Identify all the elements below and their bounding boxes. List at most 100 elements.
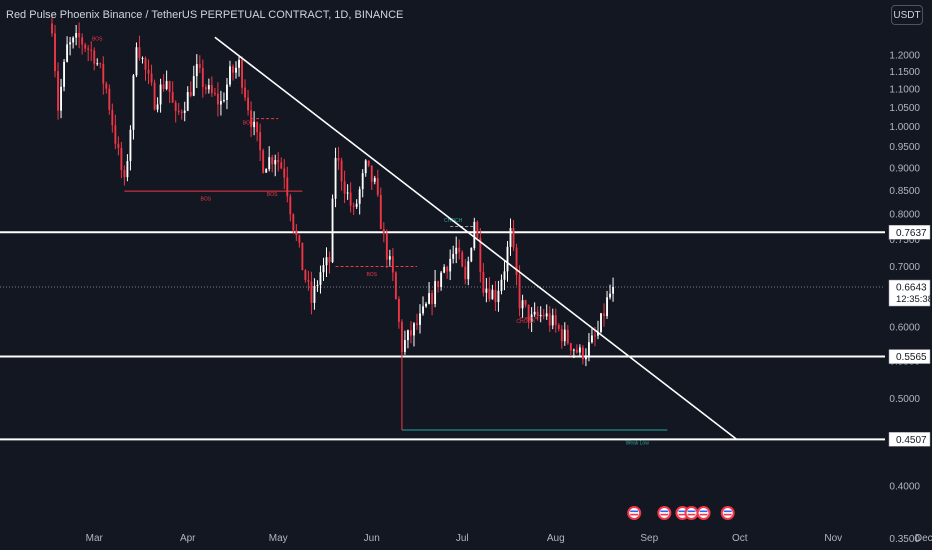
candle-body <box>431 293 434 304</box>
candle-body <box>120 147 123 170</box>
candle-body <box>319 272 322 285</box>
candle-body <box>403 340 406 353</box>
candle-body <box>581 347 584 360</box>
candle-body <box>352 205 355 207</box>
candle-body <box>609 293 611 298</box>
candle-body <box>578 347 581 353</box>
candle-body <box>603 313 605 317</box>
candle-body <box>75 33 78 38</box>
y-tick-label: 1.1000 <box>889 85 920 96</box>
candle-body <box>497 290 500 303</box>
candle-body <box>268 157 271 170</box>
candle-body <box>506 246 509 272</box>
candle-body <box>364 160 367 174</box>
candle-body <box>416 323 418 325</box>
price-tag <box>888 432 931 447</box>
candle-body <box>280 162 283 169</box>
candle-body <box>325 257 328 266</box>
candle-body <box>235 67 237 73</box>
candle-body <box>512 227 515 248</box>
trendline-layer <box>214 36 738 440</box>
candle-body <box>277 160 280 163</box>
candle-body <box>340 160 343 182</box>
candle-body <box>464 266 467 280</box>
annotation-label: CHOCH <box>516 319 535 325</box>
candle-body <box>162 84 165 89</box>
y-tick-label: 1.0500 <box>889 103 920 114</box>
candle-body <box>126 160 129 178</box>
candle-body <box>256 121 259 133</box>
candle-body <box>168 80 171 93</box>
candle-body <box>84 44 87 49</box>
candle-body <box>219 100 222 105</box>
y-tick-label: 0.9500 <box>889 142 920 153</box>
y-tick-label: 1.0000 <box>889 122 920 133</box>
candle-body <box>361 173 364 190</box>
candle-body <box>247 97 250 111</box>
candle-body <box>575 349 578 353</box>
candle-body <box>138 47 141 59</box>
y-tick-label: 0.4000 <box>889 482 920 493</box>
candle-body <box>503 271 506 280</box>
annotation-label: BOS <box>243 120 254 126</box>
candle-body <box>102 64 105 84</box>
candle-body <box>413 323 415 336</box>
candle-body <box>485 288 488 293</box>
currency-button[interactable]: USDT <box>891 5 923 25</box>
candle-body <box>358 189 361 204</box>
candle-body <box>425 303 427 307</box>
candle-body <box>548 313 551 326</box>
x-tick-label: May <box>269 533 288 544</box>
candle-body <box>488 288 491 300</box>
candle-body <box>606 297 608 317</box>
candle-body <box>515 247 518 276</box>
candle-body <box>304 270 307 280</box>
candle-body <box>376 177 379 195</box>
candle-body <box>322 265 325 273</box>
candle-body <box>349 192 352 206</box>
candle-body <box>584 355 587 360</box>
candle-body <box>397 299 400 322</box>
candle-body <box>563 329 566 342</box>
candle-body <box>274 160 277 165</box>
candle-body <box>195 64 198 77</box>
candle-body <box>81 37 84 45</box>
candle-body <box>394 272 397 300</box>
annotation-label: BOS <box>366 272 377 278</box>
candle-body <box>63 61 66 87</box>
event-markers <box>627 506 735 520</box>
candle-body <box>283 168 286 178</box>
candle-body <box>57 71 59 111</box>
candle-body <box>129 129 132 161</box>
candle-body <box>328 257 331 263</box>
horizontal-levels <box>0 231 885 441</box>
candle-body <box>566 329 569 344</box>
candle-body <box>96 63 99 65</box>
candle-body <box>343 181 346 194</box>
candle-body <box>226 84 228 100</box>
candle-body <box>419 313 421 325</box>
candle-body <box>108 88 111 110</box>
price-tag-value: 0.7637 <box>896 228 927 239</box>
symbol-title: Red Pulse Phoenix Binance / TetherUS PER… <box>6 9 404 21</box>
candle-body <box>479 237 482 273</box>
candle-body <box>331 198 334 263</box>
annotation-label: BOS <box>201 197 212 203</box>
candle-body <box>542 314 545 317</box>
candle-body <box>156 104 159 110</box>
candle-body <box>482 272 485 293</box>
candle-body <box>150 73 153 83</box>
candle-body <box>612 287 615 294</box>
candle-body <box>334 158 337 199</box>
x-tick-label: Aug <box>547 533 565 544</box>
candle-body <box>132 75 135 130</box>
candle-body <box>87 48 90 50</box>
candle-body <box>446 266 449 272</box>
candle-body <box>177 110 180 112</box>
candle-body <box>391 256 394 273</box>
x-tick-label: Apr <box>180 533 196 544</box>
candle-body <box>238 59 240 68</box>
candle-body <box>51 23 53 34</box>
y-tick-label: 0.7500 <box>889 235 920 246</box>
